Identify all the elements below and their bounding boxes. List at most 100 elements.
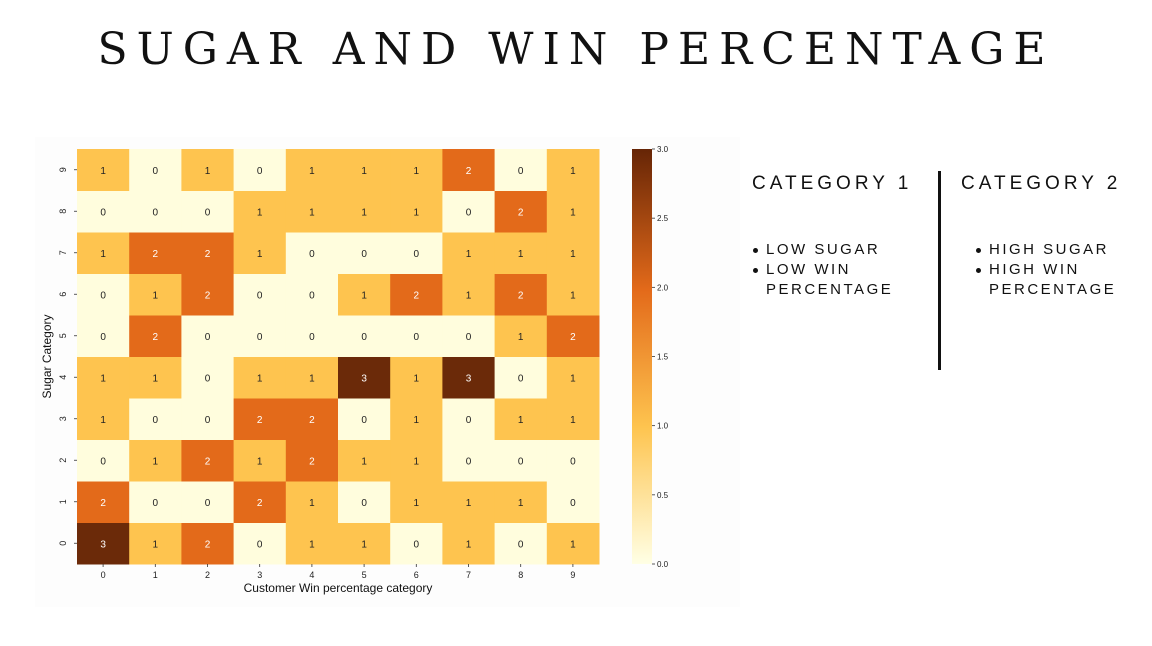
category-1: CATEGORY 1 LOW SUGAR LOW WIN PERCENTAGE: [752, 173, 912, 300]
x-tick-label: 8: [518, 570, 523, 580]
heatmap-cell: [233, 190, 287, 233]
heatmap-cell: [442, 398, 496, 440]
y-tick-label: 3: [58, 416, 68, 421]
heatmap-cell: [546, 356, 600, 399]
heatmap-cell: [338, 232, 391, 274]
heatmap-cell: [233, 356, 287, 399]
heatmap-cell: [338, 315, 391, 357]
cell-value-label: 0: [570, 498, 576, 509]
colorbar-tick-label: 2.0: [657, 283, 669, 292]
heatmap-cell: [129, 398, 182, 440]
heatmap-cell: [233, 439, 287, 482]
heatmap-cell: [181, 439, 235, 482]
cell-value-label: 2: [466, 166, 472, 177]
cell-value-label: 2: [570, 332, 576, 343]
category-1-list: LOW SUGAR LOW WIN PERCENTAGE: [752, 240, 902, 300]
cell-value-label: 0: [518, 539, 524, 550]
cell-value-label: 0: [361, 332, 367, 343]
heatmap-cell: [390, 273, 443, 316]
cell-value-label: 0: [205, 415, 211, 426]
cell-value-label: 1: [361, 207, 367, 218]
cell-value-label: 0: [257, 539, 263, 550]
heatmap-cell: [390, 232, 443, 274]
cell-value-label: 0: [153, 166, 159, 177]
heatmap-cell: [285, 522, 339, 565]
category-1-heading: CATEGORY 1: [752, 173, 913, 194]
heatmap-cell: [442, 522, 496, 565]
heatmap-cell: [77, 149, 130, 191]
x-tick-label: 3: [257, 570, 262, 580]
heatmap-cell: [546, 273, 600, 316]
cell-value-label: 1: [257, 207, 263, 218]
heatmap-cell: [390, 149, 443, 191]
category-2-item: HIGH SUGAR: [975, 240, 1135, 260]
category-1-item: LOW WIN PERCENTAGE: [752, 260, 902, 300]
heatmap-cell: [233, 315, 287, 357]
colorbar: [632, 149, 652, 564]
cell-value-label: 1: [100, 166, 106, 177]
y-tick-label: 7: [58, 250, 68, 255]
cell-value-label: 3: [100, 539, 106, 550]
heatmap-cell: [233, 273, 287, 316]
heatmap-cell: [390, 356, 443, 399]
heatmap-cell: [285, 398, 339, 440]
heatmap-cell: [77, 315, 130, 357]
heatmap-cell: [494, 232, 548, 274]
cell-value-label: 1: [414, 166, 420, 177]
y-tick-label: 0: [58, 541, 68, 546]
heatmap-cell: [129, 232, 182, 274]
cell-value-label: 0: [205, 207, 211, 218]
cell-value-label: 0: [414, 539, 420, 550]
cell-value-label: 0: [100, 207, 106, 218]
cell-value-label: 2: [518, 290, 524, 301]
x-tick-label: 9: [570, 570, 575, 580]
heatmap-cell: [181, 273, 235, 316]
cell-value-label: 2: [205, 539, 211, 550]
heatmap-cell: [77, 439, 130, 482]
heatmap-cell: [181, 149, 235, 191]
heatmap-cell: [77, 356, 130, 399]
heatmap-cell: [494, 481, 548, 523]
heatmap-cell: [338, 481, 391, 523]
cell-value-label: 1: [153, 373, 159, 384]
x-tick-label: 6: [414, 570, 419, 580]
y-tick-label: 2: [58, 458, 68, 463]
cell-value-label: 1: [466, 539, 472, 550]
heatmap-cell: [338, 439, 391, 482]
heatmap-cell: [285, 315, 339, 357]
heatmap-cell: [129, 190, 182, 233]
heatmap-cell: [390, 398, 443, 440]
heatmap-cell: [181, 356, 235, 399]
cell-value-label: 0: [361, 415, 367, 426]
cell-value-label: 2: [518, 207, 524, 218]
cell-value-label: 1: [361, 539, 367, 550]
heatmap-cell: [77, 273, 130, 316]
category-2-item: HIGH WIN PERCENTAGE: [975, 260, 1135, 300]
page-title: SUGAR AND WIN PERCENTAGE: [97, 24, 1055, 75]
cell-value-label: 0: [205, 498, 211, 509]
heatmap-cell: [285, 273, 339, 316]
category-2-list: HIGH SUGAR HIGH WIN PERCENTAGE: [975, 240, 1135, 300]
x-tick-label: 5: [362, 570, 367, 580]
cell-value-label: 0: [257, 332, 263, 343]
cell-value-label: 1: [309, 498, 315, 509]
heatmap-cell: [442, 273, 496, 316]
heatmap-cell: [494, 398, 548, 440]
cell-value-label: 0: [414, 332, 420, 343]
cell-value-label: 0: [570, 456, 576, 467]
y-tick-label: 1: [58, 499, 68, 504]
heatmap-cell: [129, 273, 182, 316]
cell-value-label: 1: [466, 290, 472, 301]
heatmap-cell: [338, 356, 391, 399]
heatmap-cell: [546, 190, 600, 233]
heatmap-cell: [494, 439, 548, 482]
cell-value-label: 0: [153, 415, 159, 426]
heatmap-cell: [442, 481, 496, 523]
heatmap-cell: [442, 315, 496, 357]
cell-value-label: 0: [466, 456, 472, 467]
cell-value-label: 1: [570, 539, 576, 550]
cell-value-label: 2: [257, 498, 263, 509]
heatmap-cell: [546, 149, 600, 191]
cell-value-label: 1: [414, 207, 420, 218]
category-1-item: LOW SUGAR: [752, 240, 902, 260]
